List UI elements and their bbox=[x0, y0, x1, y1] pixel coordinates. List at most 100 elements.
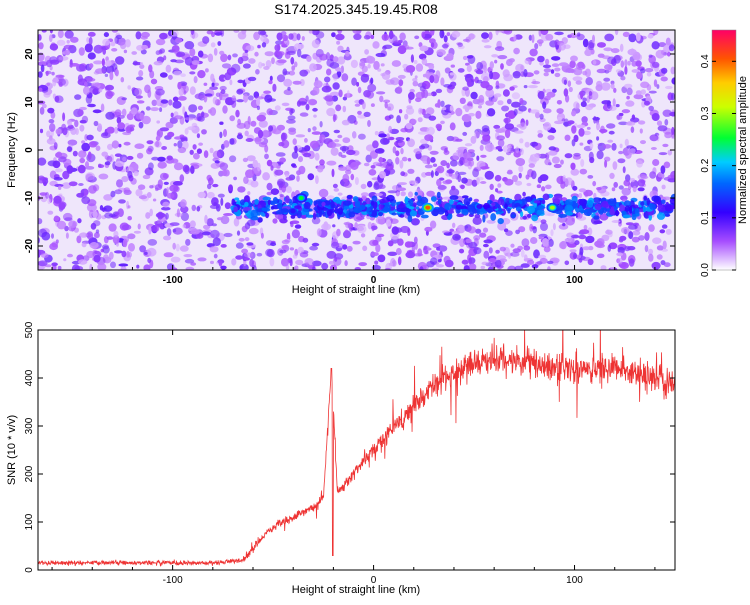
heatmap-cell bbox=[520, 249, 525, 258]
heatmap-cell bbox=[637, 187, 645, 192]
heatmap-cell bbox=[352, 30, 362, 35]
heatmap-cell bbox=[375, 243, 381, 253]
heatmap-cell bbox=[67, 119, 72, 126]
heatmap-cell bbox=[312, 86, 320, 95]
heatmap-cell bbox=[146, 247, 157, 257]
heatmap-cell bbox=[213, 253, 218, 259]
heatmap-cell bbox=[248, 227, 259, 235]
heatmap-cell bbox=[184, 117, 194, 121]
heatmap-cell bbox=[664, 119, 669, 126]
heatmap-cell bbox=[481, 261, 489, 266]
heatmap-cell bbox=[131, 51, 137, 55]
heatmap-cell bbox=[334, 139, 340, 143]
heatmap-cell bbox=[121, 108, 127, 117]
heatmap-cell bbox=[45, 70, 49, 76]
heatmap-cell bbox=[272, 83, 277, 92]
heatmap-cell bbox=[647, 34, 654, 39]
heatmap-cell bbox=[388, 114, 394, 119]
heatmap-cell bbox=[449, 195, 459, 201]
heatmap-cell bbox=[507, 169, 513, 174]
x-tick-label: 100 bbox=[566, 275, 583, 286]
heatmap-cell bbox=[491, 202, 496, 207]
heatmap-cell bbox=[449, 72, 455, 76]
heatmap-cell bbox=[198, 142, 204, 146]
heatmap-cell bbox=[557, 116, 563, 121]
figure-title: S174.2025.345.19.45.R08 bbox=[274, 1, 438, 17]
heatmap-cell bbox=[537, 205, 545, 210]
heatmap-cell bbox=[485, 84, 493, 91]
heatmap-cell bbox=[430, 170, 434, 178]
heatmap-cell bbox=[75, 128, 79, 135]
heatmap-cell bbox=[337, 30, 342, 35]
heatmap-cell bbox=[46, 130, 51, 138]
heatmap-cell bbox=[509, 86, 515, 91]
heatmap-cell bbox=[38, 157, 47, 166]
x-tick-label: 0 bbox=[371, 275, 377, 286]
heatmap-cell bbox=[62, 127, 68, 136]
heatmap-cell bbox=[489, 70, 494, 80]
heatmap-cell bbox=[432, 163, 438, 167]
heatmap-cell bbox=[70, 36, 79, 43]
heatmap-cell bbox=[363, 35, 371, 40]
heatmap-cell bbox=[426, 126, 435, 136]
heatmap-cell bbox=[374, 131, 379, 136]
heatmap-cell bbox=[621, 86, 627, 94]
heatmap-cell bbox=[81, 115, 89, 124]
heatmap-cell bbox=[209, 107, 217, 116]
heatmap-cell bbox=[87, 52, 96, 60]
heatmap-cell bbox=[619, 235, 627, 241]
heatmap-cell bbox=[489, 61, 494, 70]
heatmap-cell bbox=[268, 80, 273, 85]
heatmap-cell bbox=[539, 61, 544, 66]
heatmap-cell bbox=[484, 170, 494, 180]
heatmap-cell bbox=[608, 130, 615, 135]
heatmap-cell bbox=[241, 225, 248, 233]
heatmap-cell bbox=[337, 207, 343, 215]
heatmap-cell bbox=[633, 94, 644, 100]
heatmap-cell bbox=[284, 195, 290, 204]
heatmap-cell bbox=[621, 109, 631, 114]
heatmap-cell bbox=[58, 56, 69, 61]
heatmap-cell bbox=[269, 257, 275, 267]
heatmap-cell bbox=[537, 55, 545, 63]
heatmap-cell bbox=[118, 199, 126, 204]
heatmap-cell bbox=[265, 248, 274, 257]
heatmap-cell bbox=[543, 211, 551, 216]
heatmap-cell bbox=[45, 264, 52, 268]
heatmap-cell bbox=[664, 131, 672, 139]
heatmap-cell bbox=[312, 266, 316, 270]
y-tick-label: 200 bbox=[24, 465, 35, 482]
heatmap-cell bbox=[625, 150, 632, 159]
heatmap-cell bbox=[596, 136, 600, 141]
heatmap-cell bbox=[573, 134, 579, 143]
heatmap-cell bbox=[197, 115, 205, 122]
heatmap-cell bbox=[64, 49, 71, 56]
heatmap-cell bbox=[307, 128, 311, 133]
heatmap-cell bbox=[663, 262, 671, 268]
heatmap-cell bbox=[656, 254, 663, 260]
heatmap-cell bbox=[461, 177, 468, 184]
heatmap-cell bbox=[497, 138, 505, 148]
heatmap-cell bbox=[256, 114, 266, 122]
heatmap-cell bbox=[53, 142, 58, 150]
heatmap-cell bbox=[539, 257, 548, 264]
heatmap-cell bbox=[57, 78, 66, 86]
heatmap-cell bbox=[127, 205, 131, 209]
heatmap-cell bbox=[87, 103, 96, 108]
heatmap-cell bbox=[449, 199, 454, 205]
heatmap-cell bbox=[139, 112, 145, 121]
heatmap-cell bbox=[256, 252, 263, 257]
heatmap-cell bbox=[137, 184, 146, 190]
heatmap-cell bbox=[432, 243, 440, 248]
heatmap-cell bbox=[495, 203, 500, 208]
heatmap-cell bbox=[486, 207, 494, 213]
heatmap-cell bbox=[570, 162, 576, 170]
heatmap-cell bbox=[395, 137, 405, 141]
heatmap-cell bbox=[90, 222, 97, 230]
heatmap-cell bbox=[378, 184, 386, 189]
heatmap-cell bbox=[418, 107, 423, 115]
heatmap-cell bbox=[491, 54, 499, 58]
heatmap-cell bbox=[58, 202, 66, 211]
heatmap-cell bbox=[307, 98, 317, 106]
heatmap-cell bbox=[501, 105, 510, 112]
